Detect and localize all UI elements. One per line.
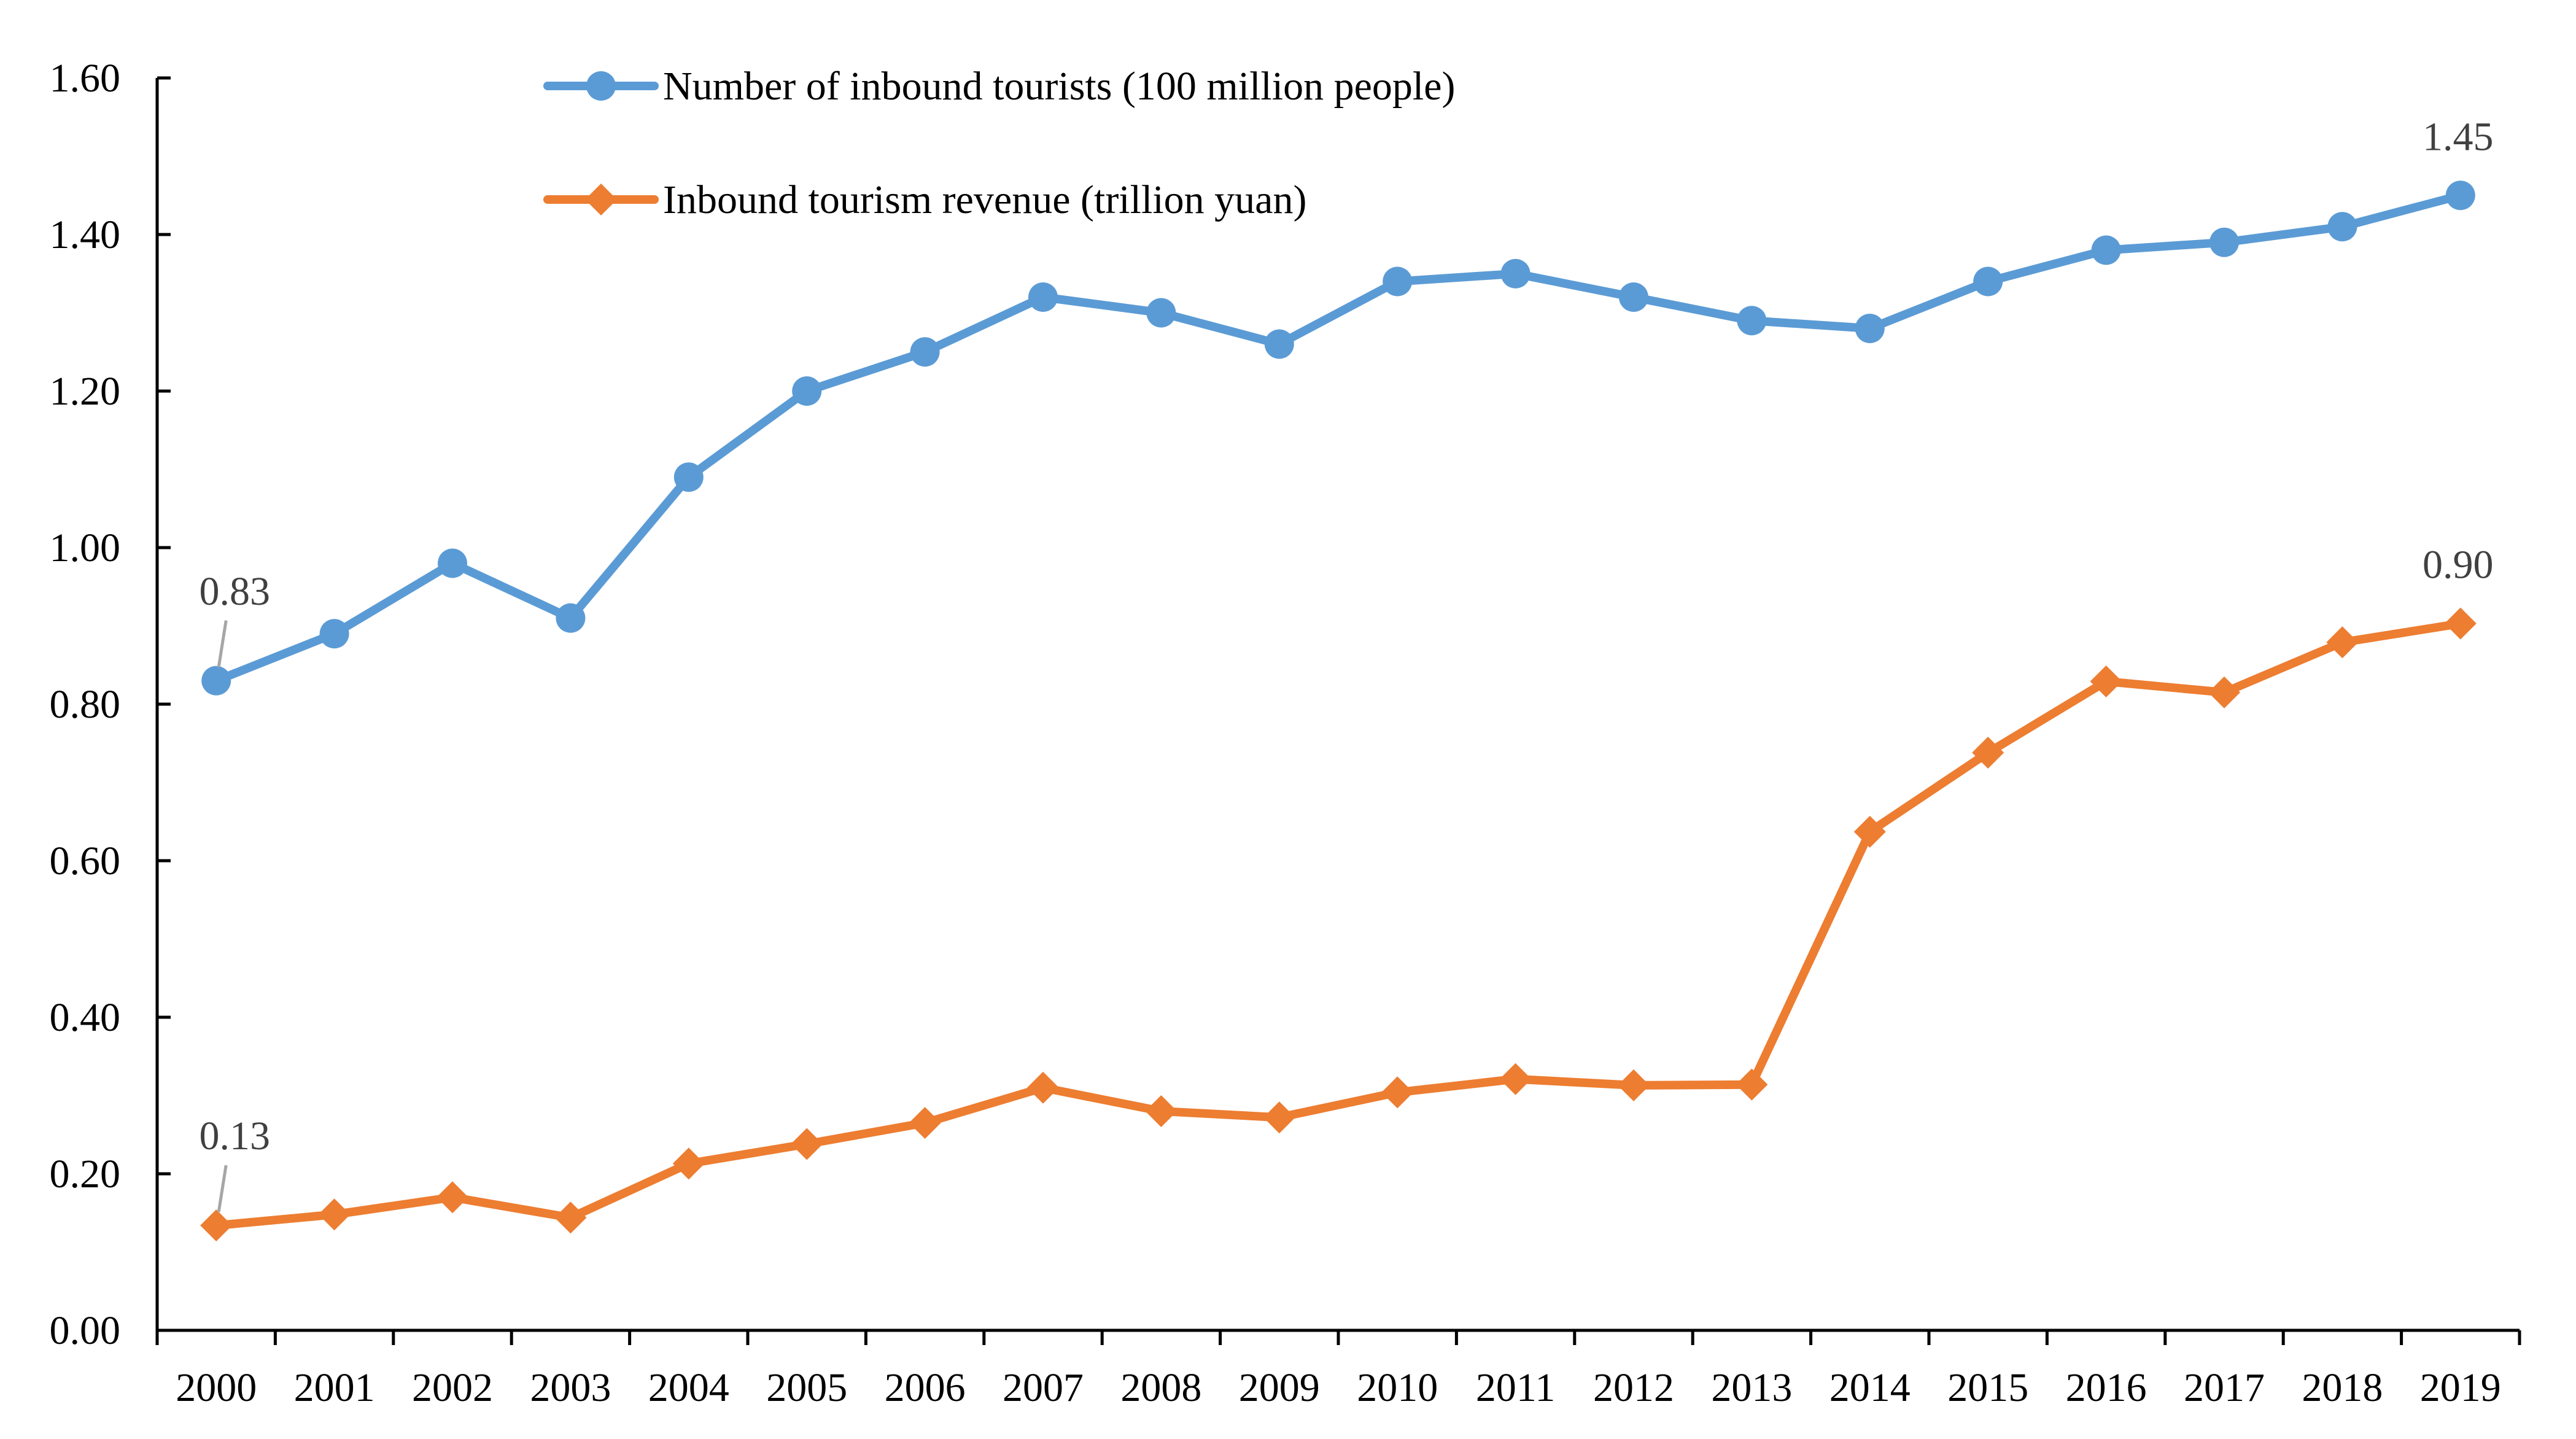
x-tick-label: 2011 (1476, 1365, 1556, 1410)
x-tick-label: 2017 (2184, 1365, 2265, 1410)
legend-label: Number of inbound tourists (100 million … (663, 64, 1456, 109)
data-point (1499, 1063, 1532, 1095)
x-tick-label: 2002 (412, 1365, 493, 1410)
data-point (1027, 1071, 1059, 1104)
legend: Number of inbound tourists (100 million … (543, 64, 1456, 222)
series-line (212, 619, 2465, 1230)
legend-label: Inbound tourism revenue (trillion yuan) (663, 177, 1306, 222)
data-point (1855, 314, 1885, 343)
data-point (1500, 258, 1530, 289)
x-tick-label: 2013 (1711, 1365, 1792, 1410)
data-point (1853, 815, 1886, 848)
y-tick-label: 1.00 (50, 526, 121, 570)
data-point (2326, 626, 2359, 659)
x-tick-label: 2012 (1593, 1365, 1674, 1410)
data-point (1146, 298, 1176, 328)
data-point (1973, 266, 2003, 297)
y-tick-label: 0.20 (50, 1152, 121, 1197)
series-layer (200, 180, 2477, 1242)
data-label: 1.45 (2423, 114, 2494, 159)
data-point (1972, 737, 2004, 769)
data-point (909, 1107, 941, 1139)
x-tick-label: 2005 (766, 1365, 847, 1410)
data-point (2209, 227, 2239, 257)
y-tick-label: 0.00 (50, 1308, 121, 1353)
legend-entry-2: Inbound tourism revenue (trillion yuan) (543, 177, 1306, 222)
data-point (200, 1209, 233, 1242)
data-point (1737, 306, 1767, 336)
data-label: 0.13 (199, 1114, 270, 1158)
data-point (319, 619, 349, 649)
data-point (2208, 676, 2240, 708)
data-point (2444, 607, 2477, 640)
x-tick-label: 2004 (648, 1365, 729, 1410)
data-point (2091, 235, 2121, 265)
series-line (212, 191, 2465, 685)
data-label-leader (217, 1165, 228, 1212)
annotations: 0.83 1.45 0.13 0.90 (199, 114, 2494, 1212)
data-point (792, 376, 822, 406)
x-tick-label: 2009 (1239, 1365, 1320, 1410)
data-point (2445, 180, 2475, 211)
data-label: 0.83 (199, 569, 270, 614)
data-label-leader (217, 620, 228, 668)
x-tick-label: 2001 (294, 1365, 375, 1410)
x-tick-label: 2008 (1120, 1365, 1201, 1410)
data-point (2090, 665, 2122, 698)
data-point (438, 548, 467, 578)
data-point (556, 603, 586, 633)
legend-entry-1: Number of inbound tourists (100 million … (543, 64, 1456, 109)
y-tick-label: 0.80 (50, 682, 121, 727)
legend-marker (586, 71, 616, 101)
data-point (1028, 282, 1058, 312)
data-point (791, 1128, 823, 1160)
x-tick-label: 2007 (1003, 1365, 1084, 1410)
data-point (1619, 282, 1648, 312)
x-tick-label: 2006 (885, 1365, 966, 1410)
y-tick-label: 0.60 (50, 839, 121, 883)
data-point (1383, 266, 1413, 297)
data-point (1145, 1095, 1177, 1127)
series-2 (200, 607, 2477, 1242)
data-point (1264, 329, 1294, 359)
data-point (318, 1198, 351, 1231)
data-point (1736, 1068, 1768, 1101)
x-tick-label: 2014 (1829, 1365, 1911, 1410)
x-tick-label: 2003 (530, 1365, 611, 1410)
data-label: 0.90 (2423, 543, 2494, 588)
y-tick-label: 0.40 (50, 995, 121, 1040)
x-tick-label: 2010 (1357, 1365, 1438, 1410)
data-point (554, 1201, 587, 1234)
x-tick-label: 2016 (2066, 1365, 2147, 1410)
legend-marker (585, 184, 617, 215)
y-tick-label: 1.20 (50, 369, 121, 414)
series-1 (201, 180, 2475, 696)
y-tick-label: 1.40 (50, 212, 121, 257)
axes: 0.00 0.20 0.40 0.60 0.80 1.00 1.20 1.40 1.60 2000… (50, 56, 2521, 1410)
data-point (1618, 1069, 1650, 1101)
data-point (201, 665, 231, 696)
data-point (436, 1181, 468, 1214)
data-point (1263, 1101, 1295, 1134)
x-tick-label: 2015 (1947, 1365, 2028, 1410)
x-tick-label: 2018 (2302, 1365, 2383, 1410)
data-point (673, 462, 704, 492)
x-tick-label: 2019 (2420, 1365, 2501, 1410)
data-point (910, 337, 940, 367)
x-tick-label: 2000 (176, 1365, 257, 1410)
y-tick-label: 1.60 (50, 56, 121, 101)
data-point (2327, 212, 2357, 242)
data-point (1381, 1076, 1414, 1109)
data-point (672, 1147, 705, 1180)
